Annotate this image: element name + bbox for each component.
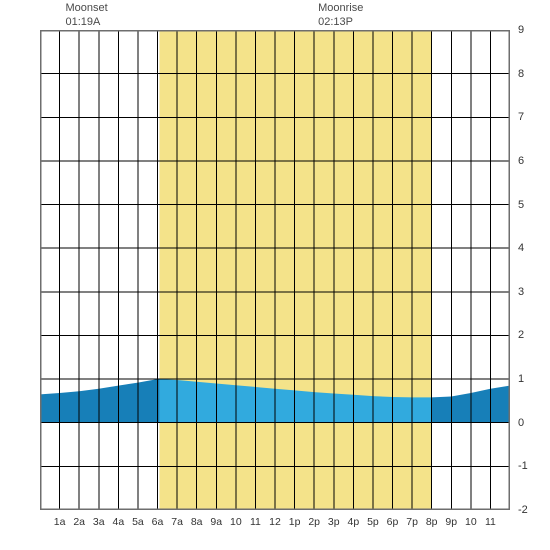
plot-svg [40, 30, 510, 510]
moonset-annotation: Moonset01:19A [65, 2, 107, 30]
x-tick-label: 8p [426, 516, 438, 528]
y-tick-label: 4 [518, 242, 524, 254]
moonrise-annotation-time: 02:13P [318, 16, 363, 30]
x-tick-label: 7p [406, 516, 418, 528]
y-tick-label: 2 [518, 329, 524, 341]
tide-chart: -2-101234567891a2a3a4a5a6a7a8a9a1011121p… [0, 0, 550, 550]
x-tick-label: 10 [465, 516, 477, 528]
x-tick-label: 2a [73, 516, 85, 528]
x-tick-label: 1p [289, 516, 301, 528]
x-tick-label: 8a [191, 516, 203, 528]
x-tick-label: 7a [171, 516, 183, 528]
x-tick-label: 9p [445, 516, 457, 528]
x-tick-label: 6a [152, 516, 164, 528]
moonrise-annotation-title: Moonrise [318, 2, 363, 16]
x-tick-label: 11 [250, 516, 261, 528]
y-tick-label: 8 [518, 68, 524, 80]
x-tick-label: 3p [328, 516, 340, 528]
x-tick-label: 10 [230, 516, 242, 528]
y-tick-label: -2 [518, 504, 528, 516]
x-tick-label: 5a [132, 516, 144, 528]
y-tick-label: 6 [518, 155, 524, 167]
y-tick-label: 9 [518, 24, 524, 36]
x-tick-label: 6p [387, 516, 399, 528]
moonset-annotation-title: Moonset [65, 2, 107, 16]
x-tick-label: 4p [347, 516, 359, 528]
x-tick-label: 1a [54, 516, 66, 528]
x-tick-label: 9a [210, 516, 222, 528]
x-tick-label: 2p [308, 516, 320, 528]
y-tick-label: -1 [518, 460, 528, 472]
x-tick-label: 12 [269, 516, 281, 528]
moonrise-annotation: Moonrise02:13P [318, 2, 363, 30]
x-tick-label: 11 [485, 516, 496, 528]
moonset-annotation-time: 01:19A [65, 16, 107, 30]
y-tick-label: 7 [518, 111, 524, 123]
y-tick-label: 1 [518, 373, 524, 385]
x-tick-label: 5p [367, 516, 379, 528]
x-tick-label: 4a [112, 516, 124, 528]
y-tick-label: 5 [518, 199, 524, 211]
y-tick-label: 3 [518, 286, 524, 298]
y-tick-label: 0 [518, 417, 524, 429]
x-tick-label: 3a [93, 516, 105, 528]
